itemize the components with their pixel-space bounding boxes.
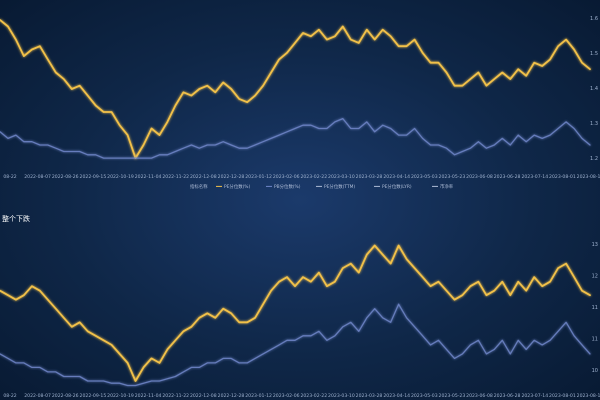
top-y-tick-label: 1.6 <box>590 16 598 22</box>
top-x-tick-label: 2023-08-17 <box>577 174 600 180</box>
bottom-series-primary-line <box>0 244 591 382</box>
bottom-x-tick-label: 2023-03-28 <box>356 393 383 399</box>
legend-item-label[interactable]: PE分位数(%) <box>224 183 250 190</box>
bottom-x-tick-label: 2022-08-26 <box>52 393 79 399</box>
bottom-x-tick-label: 08-22 <box>3 393 16 399</box>
top-panel: 08-22 2022-08-07 2022-08-26 2022-09-15 2022-… <box>0 16 600 180</box>
bottom-x-tick-label: 2023-08-01 <box>549 393 576 399</box>
top-x-tick-label: 2023-04-14 <box>383 174 410 180</box>
bottom-x-tick-label: 2023-01-12 <box>245 393 272 399</box>
top-x-tick-label: 2023-02-06 <box>273 174 300 180</box>
top-x-tick-label: 2023-02-22 <box>300 174 327 180</box>
bottom-x-tick-label: 2023-08-17 <box>577 393 600 399</box>
bottom-x-tick-label: 2022-12-28 <box>218 393 245 399</box>
top-y-tick-label: 1.3 <box>590 121 598 127</box>
bottom-x-tick-label: 2022-10-19 <box>107 393 134 399</box>
bottom-x-tick-label: 2022-11-04 <box>135 393 162 399</box>
bottom-x-tick-label: 2023-02-22 <box>300 393 327 399</box>
top-x-tick-label: 2022-11-04 <box>135 174 162 180</box>
bottom-panel: 整个下跌 08-22 2022-08-07 2022-08-26 2022-09-15… <box>0 214 600 399</box>
top-x-tick-label: 2023-08-01 <box>549 174 576 180</box>
bottom-panel-title: 整个下跌 <box>2 214 30 223</box>
legend-item-label[interactable]: 市净率 <box>440 183 454 190</box>
top-x-tick-label: 2023-03-10 <box>328 174 355 180</box>
bottom-x-tick-label: 2023-06-08 <box>466 393 493 399</box>
top-x-tick-label: 2023-01-12 <box>245 174 272 180</box>
bottom-y-tick-label: 10 <box>592 368 598 374</box>
top-x-tick-label: 2022-11-22 <box>162 174 189 180</box>
bottom-y-tick-label: 11 <box>592 337 598 343</box>
top-y-tick-label: 1.5 <box>590 51 598 57</box>
legend-item-label[interactable]: PE分位数(TTM) <box>324 183 355 190</box>
legend-item-label[interactable]: PB分位数(%) <box>274 183 301 190</box>
bottom-x-tick-label: 2022-08-07 <box>24 393 51 399</box>
top-x-tick-label: 2022-10-19 <box>107 174 134 180</box>
bottom-series-secondary-line <box>0 303 591 387</box>
top-x-tick-label: 2023-06-28 <box>494 174 521 180</box>
top-x-tick-label: 2023-05-03 <box>411 174 438 180</box>
top-x-tick-label: 2022-08-26 <box>52 174 79 180</box>
top-y-tick-label: 1.4 <box>590 86 598 92</box>
bottom-y-tick-label: 11 <box>592 305 598 311</box>
top-y-tick-label: 1.2 <box>590 156 598 162</box>
bottom-x-tick-label: 2023-06-28 <box>494 393 521 399</box>
top-x-tick-label: 08-22 <box>3 174 16 180</box>
bottom-x-tick-label: 2023-02-06 <box>273 393 300 399</box>
legend: 指标名称 PE分位数(%) PB分位数(%) PE分位数(TTM) PE分位数(LYR)… <box>190 183 454 190</box>
bottom-y-tick-label: 12 <box>592 274 598 280</box>
bottom-x-tick-label: 2022-12-08 <box>190 393 217 399</box>
top-series-primary-line <box>0 18 591 160</box>
top-x-tick-label: 2023-03-28 <box>356 174 383 180</box>
top-x-tick-label: 2022-09-15 <box>80 174 107 180</box>
legend-item-label[interactable]: 指标名称 <box>190 183 208 190</box>
top-x-tick-label: 2023-07-14 <box>521 174 548 180</box>
legend-item-label[interactable]: PE分位数(LYR) <box>382 183 412 190</box>
bottom-x-tick-label: 2023-05-03 <box>411 393 438 399</box>
bottom-x-tick-label: 2023-05-23 <box>439 393 466 399</box>
top-x-tick-label: 2022-12-08 <box>190 174 217 180</box>
bottom-x-tick-label: 2023-07-14 <box>521 393 548 399</box>
top-x-tick-label: 2022-08-07 <box>24 174 51 180</box>
top-x-tick-label: 2022-12-28 <box>218 174 245 180</box>
top-series-secondary-line <box>0 117 591 159</box>
top-x-tick-label: 2023-05-23 <box>439 174 466 180</box>
top-x-tick-label: 2023-06-08 <box>466 174 493 180</box>
bottom-x-tick-label: 2023-04-14 <box>383 393 410 399</box>
bottom-x-tick-label: 2022-09-15 <box>80 393 107 399</box>
bottom-x-tick-label: 2022-11-22 <box>162 393 189 399</box>
bottom-y-tick-label: 13 <box>592 242 598 248</box>
bottom-x-tick-label: 2023-03-10 <box>328 393 355 399</box>
